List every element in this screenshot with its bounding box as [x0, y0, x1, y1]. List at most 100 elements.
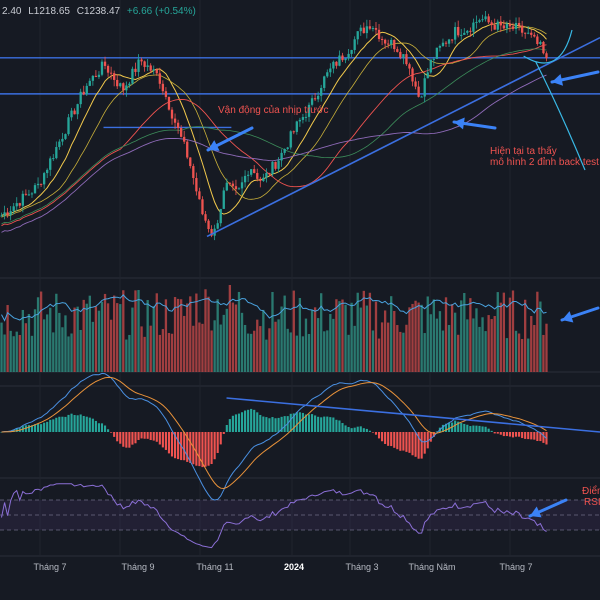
candle-body: [365, 26, 369, 34]
candle-body: [329, 68, 332, 73]
candle: [46, 168, 49, 179]
macd-histogram-bar: [85, 416, 88, 432]
macd-histogram-bar: [511, 432, 515, 438]
macd-histogram-bar: [94, 420, 97, 432]
volume-bar: [73, 307, 76, 372]
candle-body: [30, 193, 34, 195]
macd-histogram-bar: [262, 416, 265, 432]
macd-histogram-bar: [356, 426, 359, 432]
macd-histogram-bar: [55, 417, 58, 432]
macd-histogram-bar: [49, 419, 52, 432]
candle: [222, 187, 225, 209]
candle: [383, 38, 387, 49]
candle: [164, 87, 168, 100]
volume-bar: [85, 303, 88, 372]
volume-bar: [411, 303, 414, 372]
macd-histogram-bar: [158, 432, 161, 445]
volume-bar: [240, 312, 244, 372]
candle: [508, 19, 512, 32]
candle-body: [149, 65, 152, 71]
annotation-rsi-1: Điểm: [582, 486, 600, 497]
candle-body: [3, 212, 6, 216]
candle-body: [210, 229, 213, 236]
candle: [231, 180, 235, 191]
macd-histogram-bar: [332, 417, 335, 432]
volume-bar: [301, 336, 305, 372]
candle: [49, 156, 52, 176]
candle-body: [67, 117, 70, 135]
candle-body: [505, 23, 509, 29]
macd-histogram-bar: [417, 432, 420, 459]
volume-bar: [88, 295, 91, 372]
macd-histogram-bar: [189, 432, 192, 464]
volume-bar: [326, 330, 329, 372]
macd-histogram-bar: [454, 420, 457, 432]
macd-histogram-bar: [167, 432, 171, 454]
candle-body: [432, 58, 435, 60]
candle-body: [453, 27, 457, 40]
volume-bar: [408, 307, 411, 372]
volume-bar: [460, 300, 463, 372]
volume-bar: [103, 293, 107, 372]
macd-histogram-bar: [447, 422, 451, 432]
macd-histogram-bar: [195, 432, 198, 466]
volume-bar: [119, 304, 122, 372]
macd-histogram-bar: [259, 414, 262, 432]
candle-body: [207, 220, 210, 230]
candle: [460, 28, 463, 40]
macd-histogram-bar: [408, 432, 411, 453]
macd-histogram-bar: [384, 432, 387, 444]
candle-body: [338, 55, 341, 66]
volume-bar: [186, 303, 189, 372]
macd-histogram-bar: [210, 432, 213, 465]
candle: [246, 170, 250, 183]
volume-bar: [429, 314, 432, 372]
candle-body: [481, 19, 484, 21]
x-tick-label: Tháng Năm: [408, 562, 456, 572]
macd-histogram-bar: [183, 432, 186, 461]
candle: [447, 38, 451, 48]
candle: [262, 173, 265, 182]
volume-bar: [444, 297, 448, 372]
candle-body: [183, 136, 186, 142]
volume-bar: [158, 334, 161, 372]
candle: [36, 177, 40, 189]
volume-bar: [116, 303, 119, 372]
candle-body: [414, 81, 417, 87]
volume-bar: [307, 333, 311, 372]
candle: [524, 32, 527, 39]
macd-histogram-bar: [192, 432, 195, 465]
volume-bar: [210, 330, 213, 372]
volume-bar: [134, 290, 137, 372]
candle-body: [201, 199, 204, 215]
volume-bar: [493, 316, 496, 372]
volume-bar: [161, 329, 165, 372]
candle: [198, 187, 201, 200]
candle-body: [408, 64, 411, 69]
candle-body: [64, 134, 67, 139]
macd-histogram-bar: [33, 424, 37, 432]
macd-histogram-bar: [377, 432, 381, 439]
candle: [259, 176, 262, 188]
volume-bar: [438, 311, 442, 372]
macd-histogram-bar: [426, 432, 429, 449]
candle-body: [377, 29, 381, 39]
candle: [374, 21, 378, 35]
volume-bar: [517, 333, 521, 372]
candle: [55, 141, 58, 160]
macd-histogram-bar: [97, 423, 101, 432]
rsi-panel: [1, 483, 547, 549]
candle: [70, 107, 73, 121]
candle-body: [152, 69, 155, 71]
candle: [423, 73, 426, 103]
volume-bar: [253, 330, 256, 372]
candle-body: [36, 183, 40, 186]
candle: [228, 182, 232, 186]
candle: [97, 71, 101, 79]
trendlines: [206, 29, 600, 238]
volume-bar: [259, 326, 262, 372]
x-tick-label: Tháng 7: [499, 562, 533, 572]
volume-bar: [274, 321, 277, 372]
candle: [283, 148, 286, 156]
